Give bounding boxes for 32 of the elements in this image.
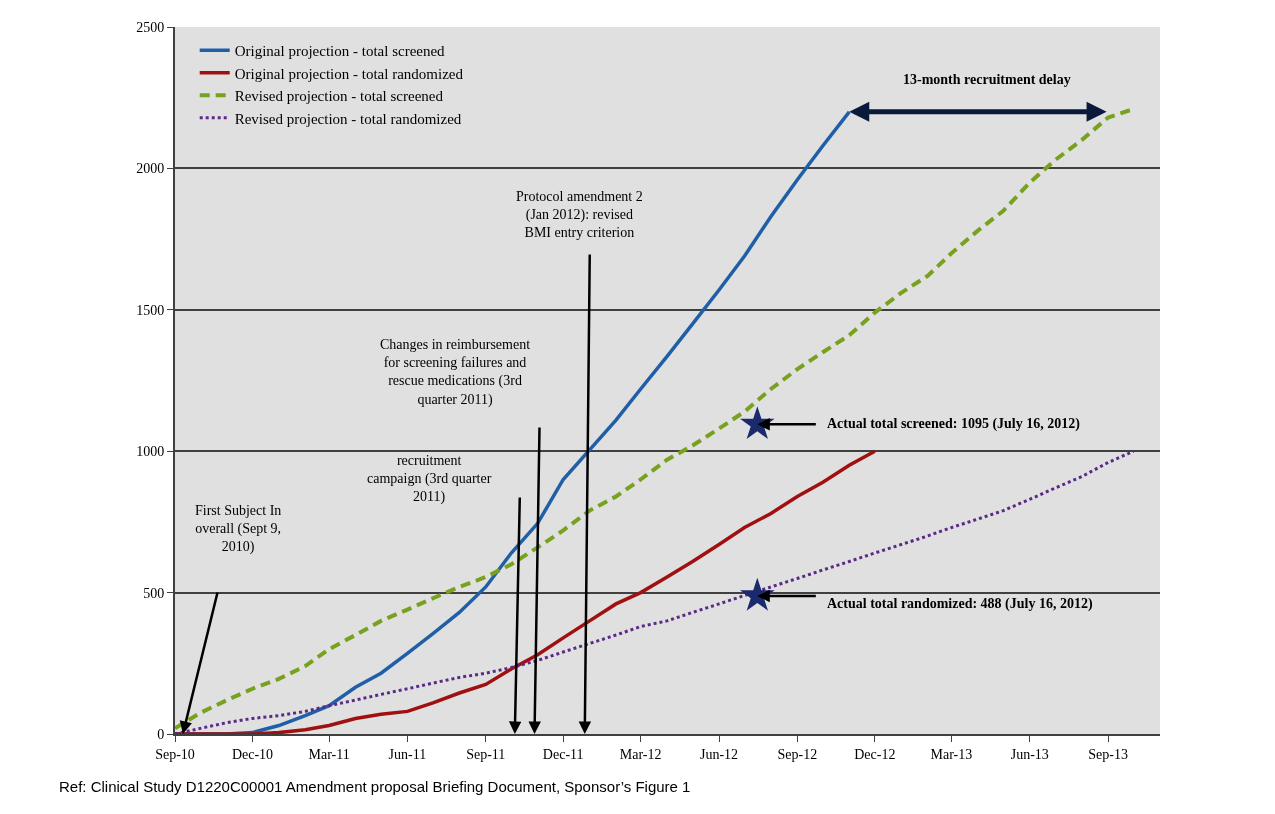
x-tick-label: Jun-12 <box>699 746 739 762</box>
x-tick-label: Dec-12 <box>854 746 896 762</box>
annotation: recruitment campaign (3rd quarter 2011) <box>367 453 492 506</box>
x-tick-label: Dec-10 <box>231 746 274 762</box>
x-tick-label: Jun-11 <box>388 746 427 762</box>
legend-label: Original projection - total randomized <box>234 65 464 82</box>
x-tick-label: Dec-11 <box>542 746 584 762</box>
x-tick-label: Sep-11 <box>466 746 506 762</box>
y-tick-label: 2500 <box>136 19 165 35</box>
x-tick-label: Mar-11 <box>308 746 350 762</box>
legend-label: Original projection - total screened <box>234 43 446 60</box>
y-tick-label: 0 <box>157 726 165 742</box>
annotation: 13-month recruitment delay <box>903 72 1071 87</box>
x-tick-label: Sep-10 <box>155 746 195 762</box>
x-tick-label: Jun-13 <box>1010 746 1049 762</box>
x-tick-label: Sep-13 <box>1088 746 1128 762</box>
y-tick-label: 500 <box>143 585 165 601</box>
x-tick-label: Mar-12 <box>619 746 662 762</box>
x-tick-label: Sep-12 <box>777 746 818 762</box>
x-tick-label: Mar-13 <box>930 746 973 762</box>
text: Ref: Clinical Study D1220C00001 Amendment proposal Briefing Document, Sponsor’s Figure 1 <box>59 778 691 795</box>
line-series <box>175 449 1136 734</box>
y-tick-label: 1500 <box>136 302 165 318</box>
annotation: Changes in reimbursement for screening failures and rescue medications (3rd quarter 2011) <box>380 337 531 408</box>
annotation: First Subject In overall (Sept 9, 2010) <box>195 503 282 556</box>
annotation: Actual total randomized: 488 (July 16, 2012) <box>827 596 1093 612</box>
legend-label: Revised projection - total screened <box>234 88 444 105</box>
legend-label: Revised projection - total randomized <box>234 110 462 127</box>
y-tick-label: 1000 <box>136 444 165 460</box>
y-tick-label: 2000 <box>136 161 165 177</box>
annotation: Protocol amendment 2 (Jan 2012): revised BMI entry criterion <box>516 189 643 241</box>
annotation: Actual total screened: 1095 (July 16, 2012) <box>827 416 1081 432</box>
